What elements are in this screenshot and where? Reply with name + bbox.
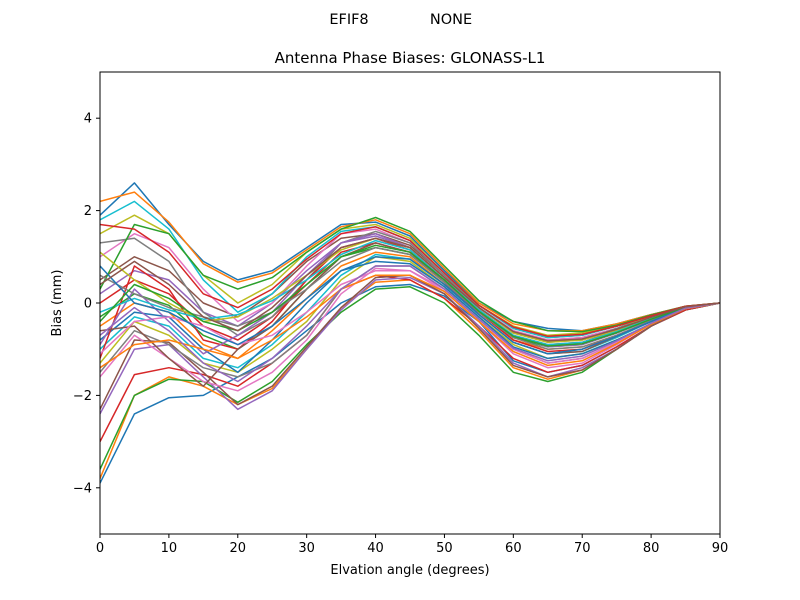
x-tick-label: 30 [298, 541, 315, 556]
series-line-4 [100, 274, 720, 442]
series-line-30 [100, 239, 720, 346]
y-axis-label: Bias (mm) [50, 270, 65, 337]
x-tick-label: 60 [505, 541, 522, 556]
series-line-33 [100, 244, 720, 347]
suptitle-right: NONE [430, 12, 472, 28]
series-line-34 [100, 223, 720, 338]
y-axis: −4 −2 0 2 4 [73, 112, 100, 496]
suptitle-left: EFIF8 [329, 12, 368, 28]
y-tick-label: 2 [84, 204, 92, 219]
x-tick-label: 50 [436, 541, 453, 556]
series-line-32 [100, 274, 720, 369]
y-tick-label: −2 [73, 389, 92, 404]
series-line-35 [100, 265, 720, 383]
series-line-23 [100, 216, 720, 333]
x-tick-label: 0 [96, 541, 104, 556]
series-line-6 [100, 274, 720, 410]
x-tick-label: 70 [574, 541, 591, 556]
chart-title: Antenna Phase Biases: GLONASS-L1 [275, 49, 546, 67]
y-tick-label: 0 [84, 297, 92, 312]
x-tick-label: 10 [161, 541, 178, 556]
series-line-36 [100, 237, 720, 342]
x-tick-label: 40 [367, 541, 384, 556]
x-axis-label: Elvation angle (degrees) [330, 563, 489, 578]
series-layer [100, 182, 720, 484]
series-line-22 [100, 191, 720, 332]
y-tick-label: −4 [73, 481, 92, 496]
x-tick-label: 20 [230, 541, 247, 556]
series-line-31 [100, 256, 720, 355]
x-tick-label: 90 [712, 541, 729, 556]
series-line-27 [100, 269, 720, 364]
x-tick-label: 80 [643, 541, 660, 556]
y-tick-label: 4 [84, 112, 92, 127]
x-axis: 0 10 20 30 40 50 60 70 80 90 [96, 534, 728, 556]
series-line-2 [100, 279, 720, 479]
series-line-18 [100, 230, 720, 344]
